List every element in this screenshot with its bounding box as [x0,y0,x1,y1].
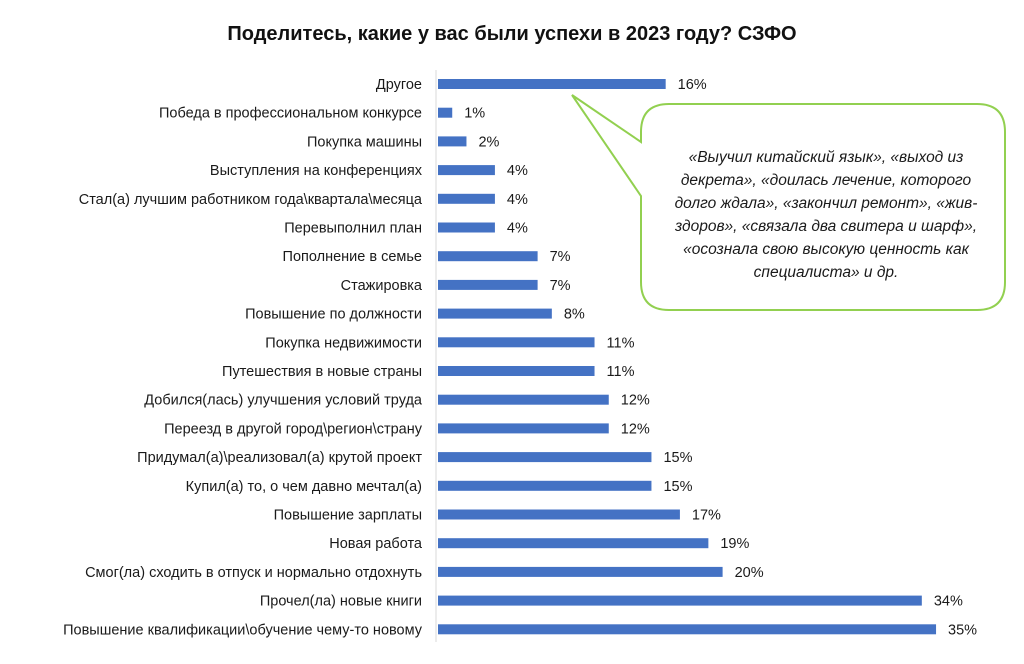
chart-title: Поделитесь, какие у вас были успехи в 20… [227,23,796,45]
bar-13 [438,452,652,463]
bar-6 [438,251,538,262]
category-label-6: Пополнение в семье [283,249,422,265]
value-label-0: 16% [678,77,707,93]
bar-14 [438,480,652,491]
bar-12 [438,423,609,434]
callout-bubble [571,94,1006,311]
bar-4 [438,193,495,204]
bar-7 [438,279,538,290]
value-label-12: 12% [621,421,650,437]
bar-9 [438,337,595,348]
category-label-5: Перевыполнил план [284,221,422,237]
bar-19 [438,624,937,635]
bar-2 [438,136,467,147]
bar-0 [438,79,666,89]
category-label-8: Повышение по должности [245,307,422,323]
value-label-17: 20% [735,565,764,581]
value-label-16: 19% [720,536,749,552]
value-label-1: 1% [464,106,485,122]
bar-11 [438,394,609,405]
category-label-16: Новая работа [329,536,423,552]
category-label-9: Покупка недвижимости [265,335,422,351]
category-label-1: Победа в профессиональном конкурсе [159,106,422,122]
category-label-2: Покупка машины [307,134,422,150]
value-label-13: 15% [663,450,692,466]
category-label-13: Придумал(а)\реализовал(а) крутой проект [137,450,422,466]
value-label-10: 11% [607,364,635,380]
category-labels-group: Другое Победа в профессиональном конкурсе… [63,77,423,638]
callout-text: «Выучил китайский язык», «выход из декре… [674,149,978,281]
category-label-12: Переезд в другой город\регион\страну [164,421,423,437]
value-label-6: 7% [550,249,571,265]
category-label-19: Повышение квалификации\обучение чему-то … [63,622,423,638]
category-label-15: Повышение зарплаты [274,508,422,524]
value-labels-group: 16%1%2%4%4%4%7%7%8%11%11%12%12%15%15%17%… [464,77,977,638]
value-label-19: 35% [948,622,977,638]
bar-8 [438,308,552,319]
category-label-0: Другое [376,77,422,93]
bar-5 [438,222,495,233]
category-label-14: Купил(а) то, о чем давно мечтал(а) [186,479,422,495]
value-label-15: 17% [692,508,721,524]
category-label-11: Добился(лась) улучшения условий труда [144,393,423,409]
value-label-18: 34% [934,594,963,610]
value-label-5: 4% [507,221,528,237]
value-label-3: 4% [507,163,528,179]
value-label-9: 11% [607,335,635,351]
bar-17 [438,566,723,577]
bar-18 [438,595,922,606]
value-label-14: 15% [663,479,692,495]
category-label-4: Стал(а) лучшим работником года\квартала\… [79,192,423,208]
category-label-18: Прочел(ла) новые книги [260,594,422,610]
category-label-10: Путешествия в новые страны [222,364,422,380]
bar-10 [438,366,595,376]
category-label-17: Смог(ла) сходить в отпуск и нормально от… [85,565,422,581]
bar-15 [438,509,680,520]
category-label-7: Стажировка [341,278,423,294]
value-label-11: 12% [621,393,650,409]
value-label-2: 2% [478,134,499,150]
value-label-4: 4% [507,192,528,208]
bars-group [438,79,937,635]
category-label-3: Выступления на конференциях [210,163,423,179]
value-label-7: 7% [550,278,571,294]
bar-16 [438,538,709,549]
bar-1 [438,107,453,118]
bar-3 [438,165,495,176]
value-label-8: 8% [564,307,585,323]
